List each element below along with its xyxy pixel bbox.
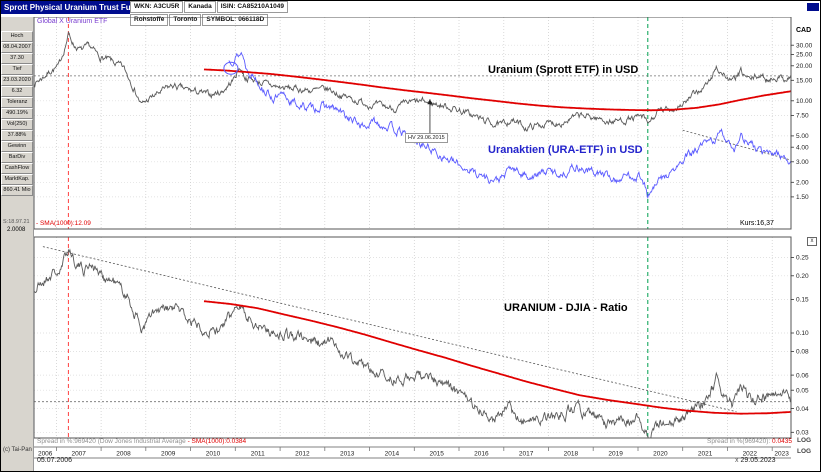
sidebar-cell[interactable]: 08.04.2007 bbox=[1, 42, 33, 53]
spread-indicator-label: Spread in %:969420 (Dow Jones Industrial… bbox=[37, 438, 246, 445]
x-axis-year: 2017 bbox=[519, 451, 534, 458]
trendline bbox=[42, 246, 737, 413]
y-axis-label: 0.06 bbox=[796, 372, 809, 379]
y-axis-label: 30.00 bbox=[796, 42, 813, 49]
sidebar-cell[interactable]: 860.41 Mio bbox=[1, 185, 33, 196]
sidebar-cell[interactable]: BarDiv bbox=[1, 152, 33, 163]
range-end-marker-icon: x bbox=[735, 457, 739, 464]
series-uranium-sprott-etf-in-usd bbox=[34, 31, 791, 132]
window-menu-icon[interactable] bbox=[807, 3, 819, 11]
y-axis-label: 25.00 bbox=[796, 52, 813, 59]
x-axis-year: 2020 bbox=[653, 451, 668, 458]
chart-canvas[interactable]: 30.00 25.00 20.00 15.00 10.00 7.50 5.00 4.00 3.0… bbox=[34, 17, 821, 472]
header-country: Kanada bbox=[184, 1, 216, 13]
y-axis-label: 0.15 bbox=[796, 297, 809, 304]
log-scale-label-ratio: LOG bbox=[797, 448, 812, 455]
spread-label-right: Spread in %(969420): bbox=[707, 438, 773, 445]
sidebar: Hoch 08.04.2007 37.30 Tief 23.03.2020 6.32 Tol… bbox=[1, 17, 34, 471]
y-axis-label: 5.00 bbox=[796, 133, 809, 140]
window-titlebar[interactable]: Sprott Physical Uranium Trust Fund bbox=[1, 1, 130, 14]
sidebar-cells: Hoch 08.04.2007 37.30 Tief 23.03.2020 6.32 Tol… bbox=[1, 31, 33, 196]
hv-annotation-box: HV 29.06.2015 bbox=[405, 133, 448, 143]
range-start-date: 05.07.2006 bbox=[37, 457, 73, 464]
sidebar-cell[interactable]: Gewinn bbox=[1, 141, 33, 152]
y-axis-label: 1.50 bbox=[796, 194, 809, 201]
panel-close-button[interactable]: x bbox=[807, 237, 817, 246]
y-axis-label: 0.25 bbox=[796, 255, 809, 262]
x-axis-year: 2019 bbox=[608, 451, 623, 458]
x-axis-year: 2011 bbox=[251, 451, 265, 458]
sidebar-cell[interactable]: 23.03.2020 bbox=[1, 75, 33, 86]
sidebar-cell[interactable]: 490.19% bbox=[1, 108, 33, 119]
series-uranaktien-ura-etf-in-usd bbox=[228, 51, 791, 200]
y-axis-label: 20.00 bbox=[796, 63, 813, 70]
sidebar-cell[interactable]: 37.88% bbox=[1, 130, 33, 141]
y-axis-label: 0.05 bbox=[796, 387, 809, 394]
annotation-uranium-etf: Uranium (Sprott ETF) in USD bbox=[488, 64, 639, 76]
y-axis-label: 0.03 bbox=[796, 430, 809, 437]
annotation-ratio-title: URANIUM - DJIA - Ratio bbox=[504, 302, 628, 314]
y-axis-label: 0.10 bbox=[796, 330, 809, 337]
series-uranium-djia-ratio bbox=[34, 248, 791, 438]
sma-value-label-price: - SMA(1000):12.09 bbox=[36, 220, 91, 227]
copyright-label: (c) Tai-Pan bbox=[3, 447, 32, 453]
x-axis-year: 2009 bbox=[161, 451, 176, 458]
hv-arrowhead bbox=[427, 99, 433, 105]
scale-readout: 2.0008 bbox=[7, 227, 26, 233]
spread-sma-value: - SMA(1000):0.0384 bbox=[187, 438, 247, 445]
y-axis-label: 10.00 bbox=[796, 98, 813, 105]
x-axis-year: 2014 bbox=[385, 451, 400, 458]
sidebar-cell[interactable]: Tief bbox=[1, 64, 33, 75]
x-axis-year: 2021 bbox=[698, 451, 713, 458]
circle-annotation bbox=[223, 61, 239, 75]
spread-label-left: Spread in %:969420 (Dow Jones Industrial… bbox=[37, 438, 188, 445]
sidebar-cell[interactable]: Hoch bbox=[1, 31, 33, 42]
y-axis-label: 0.20 bbox=[796, 273, 809, 280]
y-axis-label: 3.00 bbox=[796, 159, 809, 166]
sidebar-cell[interactable]: Vol(250) bbox=[1, 119, 33, 130]
x-axis-year: 2015 bbox=[429, 451, 444, 458]
panel-frame bbox=[34, 236, 792, 439]
y-axis-label: 2.00 bbox=[796, 180, 809, 187]
header-isin: ISIN: CA85210A1049 bbox=[216, 1, 288, 13]
x-axis-year: 2018 bbox=[564, 451, 579, 458]
x-axis-year: 2008 bbox=[116, 451, 131, 458]
sidebar-cell[interactable]: MarktKap. bbox=[1, 174, 33, 185]
x-axis-year: 2007 bbox=[71, 451, 86, 458]
date-scrollbar[interactable] bbox=[34, 456, 791, 469]
range-end-date: x 29.05.2023 bbox=[735, 457, 776, 464]
x-axis-year: 2016 bbox=[474, 451, 489, 458]
series-sma-1000- bbox=[203, 300, 791, 415]
series-sma-1000- bbox=[203, 68, 791, 112]
x-axis-year: 2022 bbox=[743, 451, 758, 458]
x-axis-year: 2013 bbox=[340, 451, 355, 458]
annotation-ura-etf: Uranaktien (URA-ETF) in USD bbox=[488, 144, 643, 156]
header-wkn: WKN: A3CU5R bbox=[130, 1, 184, 13]
sidebar-cell[interactable]: Toleranz bbox=[1, 97, 33, 108]
y-axis-label: 15.00 bbox=[796, 78, 813, 85]
x-axis-year: 2010 bbox=[206, 451, 221, 458]
y-axis-label: 0.04 bbox=[796, 406, 809, 413]
range-end-date-text: 29.05.2023 bbox=[740, 457, 776, 464]
sidebar-cell[interactable]: 6.32 bbox=[1, 86, 33, 97]
spread-current-value: 0.0435 bbox=[772, 438, 792, 445]
panel-frame bbox=[34, 17, 792, 230]
sidebar-cell[interactable]: CashFlow bbox=[1, 163, 33, 174]
y-axis-label: 7.50 bbox=[796, 113, 809, 120]
y-axis-label: 0.08 bbox=[796, 349, 809, 356]
x-axis-year: 2006 bbox=[38, 451, 53, 458]
sidebar-cell[interactable]: 37.30 bbox=[1, 53, 33, 64]
compare-legend-label: Global X Uranium ETF bbox=[37, 18, 108, 25]
window-title: Sprott Physical Uranium Trust Fund bbox=[4, 3, 130, 12]
y-axis-label: 4.00 bbox=[796, 144, 809, 151]
log-scale-label-price: LOG bbox=[797, 437, 812, 444]
x-axis-year: 2012 bbox=[295, 451, 310, 458]
spread-current-readout: Spread in %(969420): 0.0435 bbox=[707, 438, 792, 445]
current-price-label: Kurs:16,37 bbox=[740, 220, 774, 227]
x-axis-year: 2023 bbox=[774, 451, 789, 458]
scale-readout-top: S:18.97.21 bbox=[3, 219, 30, 225]
currency-label: CAD bbox=[796, 27, 812, 34]
